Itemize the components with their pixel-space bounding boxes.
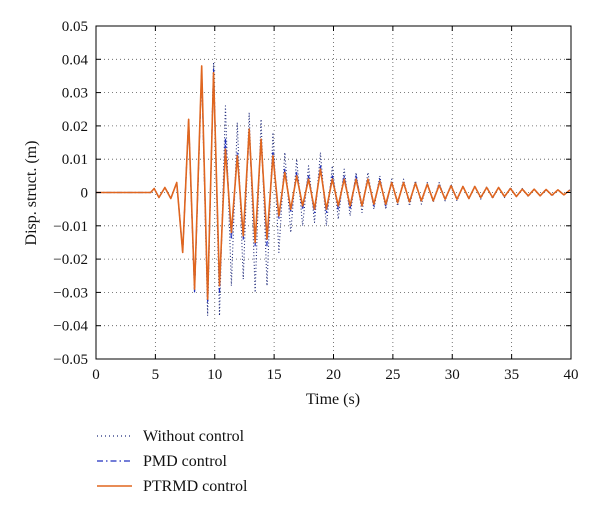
x-tick-label: 30: [445, 367, 460, 383]
x-tick-label: 40: [564, 367, 579, 383]
x-tick-label: 5: [152, 367, 160, 383]
y-tick-label: 0.05: [62, 19, 88, 35]
x-axis-title: Time (s): [306, 391, 360, 408]
y-tick-label: −0.03: [53, 285, 88, 301]
legend-label-pmd-control: PMD control: [143, 453, 228, 470]
x-tick-label: 10: [207, 367, 222, 383]
y-tick-label: −0.04: [53, 319, 88, 335]
y-tick-label: 0: [81, 186, 89, 202]
x-tick-label: 35: [504, 367, 519, 383]
x-tick-label: 15: [267, 367, 282, 383]
x-tick-label: 0: [92, 367, 100, 383]
legend-label-ptrmd-control: PTRMD control: [143, 478, 248, 495]
y-tick-labels: −0.05 −0.04 −0.03 −0.02 −0.01 0 0.01 0.02 0.03 0.…: [53, 19, 88, 368]
ticks-group: [95, 25, 572, 360]
y-tick-label: −0.02: [53, 252, 88, 268]
y-tick-label: 0.04: [62, 52, 89, 68]
y-axis-title: Disp. struct. (m): [23, 141, 40, 246]
y-tick-label: 0.02: [62, 119, 88, 135]
y-tick-label: 0.03: [62, 86, 88, 102]
y-tick-label: −0.05: [53, 352, 88, 368]
legend: Without control PMD control PTRMD contro…: [97, 428, 248, 495]
series-line-ptrmd-control: [96, 65, 571, 300]
y-tick-label: 0.01: [62, 152, 88, 168]
legend-label-without-control: Without control: [143, 428, 245, 445]
y-tick-label: −0.01: [53, 219, 88, 235]
x-tick-label: 25: [385, 367, 400, 383]
series-group: [96, 62, 571, 317]
x-tick-label: 20: [326, 367, 341, 383]
x-tick-labels: 0 5 10 15 20 25 30 35 40: [92, 367, 578, 383]
